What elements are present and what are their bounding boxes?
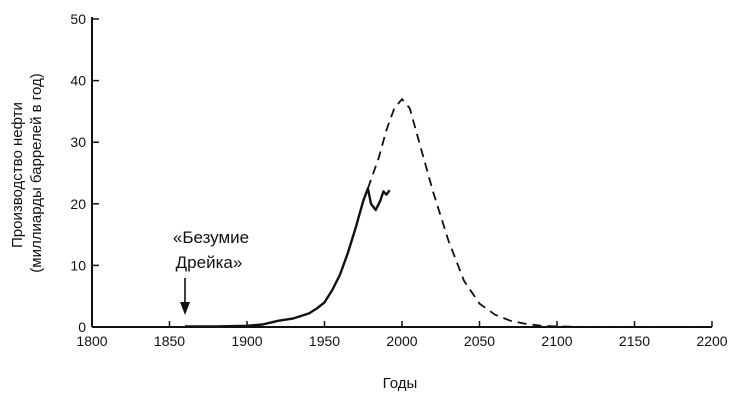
x-tick-label: 1850 (154, 333, 185, 349)
x-tick-label: 2100 (541, 333, 572, 349)
y-tick-label: 40 (70, 73, 86, 89)
y-ticks: 0 10 20 30 40 50 (70, 11, 99, 335)
x-tick-label: 2000 (386, 333, 417, 349)
y-tick-label: 20 (70, 196, 86, 212)
x-tick-label: 2200 (696, 333, 727, 349)
x-tick-label: 1900 (231, 333, 262, 349)
y-tick-label: 50 (70, 11, 86, 27)
y-tick-label: 0 (78, 319, 86, 335)
x-axis-title: Годы (383, 375, 418, 392)
y-tick-label: 10 (70, 257, 86, 273)
projected-production-line (367, 98, 712, 328)
x-tick-label: 2050 (464, 333, 495, 349)
historical-production-line (185, 187, 391, 328)
y-axis-title-line-2: (миллиарды баррелей в год) (28, 73, 45, 272)
annotation-text-line-1: «Безумие (173, 228, 249, 247)
y-tick-label: 30 (70, 134, 86, 150)
drake-annotation: «Безумие Дрейка» (173, 228, 249, 315)
series-layer (185, 98, 712, 328)
y-axis-title-line-1: Производство нефти (9, 102, 26, 248)
x-tick-label: 2150 (619, 333, 650, 349)
x-tick-label: 1800 (76, 333, 107, 349)
annotation-arrow-head (180, 302, 190, 315)
x-tick-label: 1950 (309, 333, 340, 349)
y-axis-title: Производство нефти (миллиарды баррелей в… (9, 73, 45, 272)
x-ticks: 1800 1850 1900 1950 2000 2050 2100 2150 2200 (76, 321, 728, 349)
annotation-text-line-2: Дрейка» (176, 253, 243, 272)
